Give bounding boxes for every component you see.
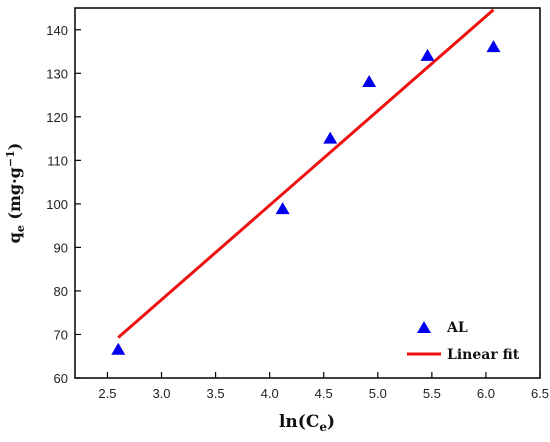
x-tick-label: 5.0 <box>369 386 387 401</box>
x-axis-ticks: 2.5 3.0 3.5 4.0 4.5 5.0 5.5 6.0 6.5 <box>98 372 549 401</box>
x-tick-label: 4.0 <box>261 386 279 401</box>
y-axis-title: qe (mg·g−1) <box>4 143 27 244</box>
x-tick-label: 3.0 <box>152 386 170 401</box>
data-point-al <box>486 40 501 53</box>
linear-fit-line <box>117 8 495 339</box>
y-tick-label: 100 <box>46 197 68 212</box>
data-point-al <box>362 75 377 87</box>
y-tick-label: 70 <box>54 327 68 342</box>
x-tick-label: 5.5 <box>423 386 441 401</box>
x-tick-label: 6.0 <box>477 386 495 401</box>
y-axis-ticks: 60 70 80 90 100 110 120 130 140 <box>46 23 81 386</box>
y-tick-label: 130 <box>46 66 68 81</box>
legend-marker-al <box>417 321 431 333</box>
data-point-al <box>420 48 435 61</box>
y-tick-label: 60 <box>54 371 68 386</box>
data-point-al <box>323 131 338 144</box>
legend: AL Linear fit <box>407 320 520 363</box>
y-tick-label: 80 <box>54 284 68 299</box>
x-tick-label: 3.5 <box>207 386 225 401</box>
plot-area <box>74 7 541 379</box>
legend-label-fit: Linear fit <box>447 347 520 363</box>
x-axis-title: ln(Ce) <box>279 412 335 434</box>
legend-label-al: AL <box>446 320 468 336</box>
x-tick-label: 6.5 <box>531 386 549 401</box>
y-tick-label: 110 <box>47 153 68 168</box>
data-point-al <box>111 342 126 355</box>
x-tick-label: 4.5 <box>315 386 333 401</box>
y-tick-label: 140 <box>46 23 68 38</box>
y-tick-label: 90 <box>54 240 68 255</box>
y-tick-label: 120 <box>46 110 68 125</box>
data-point-al <box>275 202 290 215</box>
x-tick-label: 2.5 <box>98 386 116 401</box>
series-layer <box>111 8 501 355</box>
